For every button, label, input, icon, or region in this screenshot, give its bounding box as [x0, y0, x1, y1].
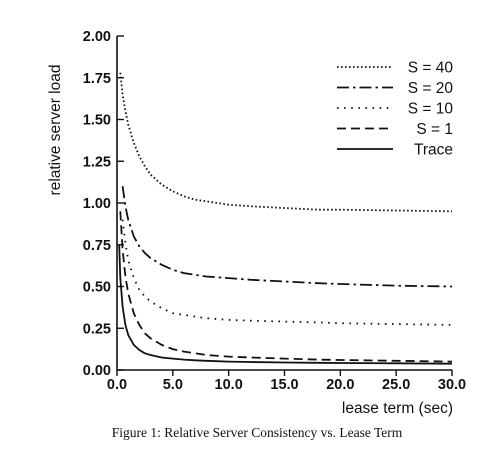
legend-label-trace: Trace — [414, 142, 453, 159]
x-tick-label: 10.0 — [215, 377, 243, 393]
y-tick-label: 2.00 — [83, 29, 111, 45]
x-tick-label: 20.0 — [326, 377, 354, 393]
axes: 0.00 0.25 0.50 0.75 1.00 1.25 1.50 1.75 2.00 0.0 5… — [83, 29, 466, 393]
x-tick-label: 30.0 — [438, 377, 466, 393]
y-tick-label: 0.75 — [83, 238, 111, 254]
y-tick-label: 0.00 — [83, 363, 111, 379]
series-layer — [118, 72, 453, 365]
legend-label-s-20: S = 20 — [408, 80, 454, 97]
x-tick-label: 0.0 — [107, 377, 127, 393]
y-tick-label: 0.25 — [83, 321, 111, 337]
legend-label-s-40: S = 40 — [408, 60, 454, 77]
y-tick-label: 1.25 — [83, 154, 111, 170]
x-tick-label: 15.0 — [270, 377, 298, 393]
x-tick-label: 5.0 — [163, 377, 183, 393]
series-line-s-20 — [121, 186, 453, 288]
legend: S = 40 S = 20 S = 10 S = 1 Trace — [337, 60, 453, 159]
x-tick-label: 25.0 — [382, 377, 410, 393]
y-tick-label: 1.00 — [83, 196, 111, 212]
series-line-s-1 — [119, 211, 453, 363]
y-axis-label: relative server load — [47, 65, 64, 196]
figure-caption: Figure 1: Relative Server Consistency vs… — [112, 425, 403, 440]
series-line-trace — [118, 244, 453, 365]
series-line-s-40 — [119, 72, 453, 213]
legend-label-s-1: S = 1 — [416, 121, 453, 138]
series-line-s-10 — [121, 219, 453, 326]
y-tick-label: 1.75 — [83, 71, 111, 87]
y-tick-label: 1.50 — [83, 113, 111, 129]
legend-label-s-10: S = 10 — [408, 101, 454, 118]
y-tick-label: 0.50 — [83, 280, 111, 296]
x-axis-label: lease term (sec) — [342, 400, 453, 417]
